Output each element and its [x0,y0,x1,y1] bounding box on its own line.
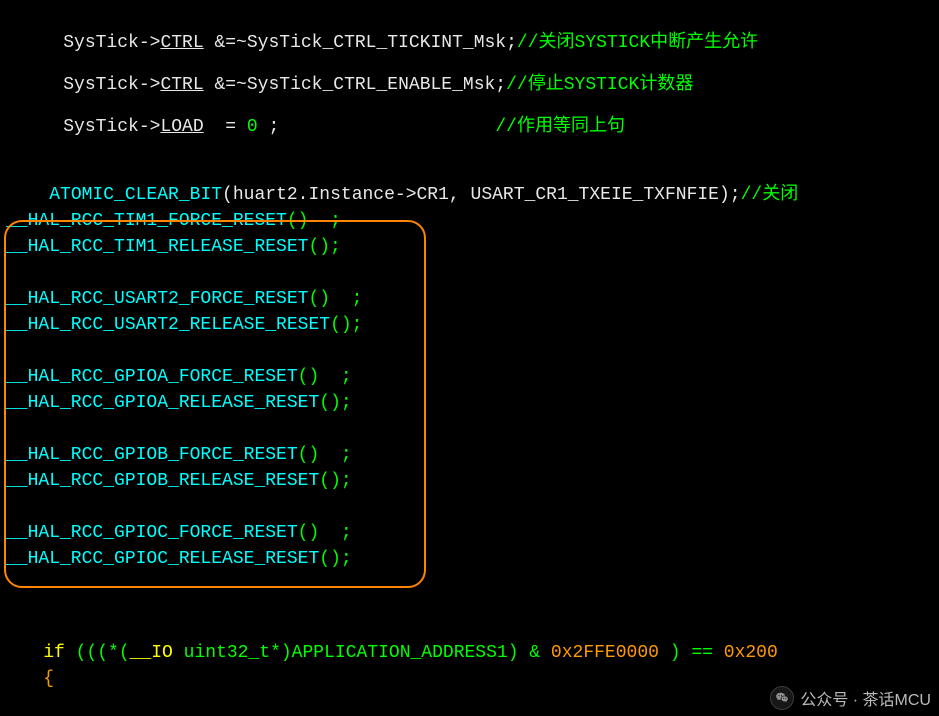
literal-hex: 0x2FFE0000 [551,643,659,663]
comment-text: //作用等同上句 [495,117,625,137]
arg: USART_CR1_TXEIE_TXFNFIE [471,185,719,205]
code-line: SysTick->CTRL &=~SysTick_CTRL_TICKINT_Ms… [0,4,939,30]
blank-line [0,572,939,598]
blank-line [0,260,939,286]
code-line: __HAL_RCC_TIM1_FORCE_RESET() ; [0,208,939,234]
macro-call: __HAL_RCC_GPIOA_RELEASE_RESET [6,393,319,413]
comment-text: //停止SYSTICK计数器 [506,75,693,95]
code-line: __HAL_RCC_GPIOA_FORCE_RESET() ; [0,364,939,390]
member-ctrl: CTRL [160,75,203,95]
paren-group: (((*( [65,643,130,663]
macro-call: __HAL_RCC_TIM1_FORCE_RESET [6,211,287,231]
code-line: __HAL_RCC_GPIOC_FORCE_RESET() ; [0,520,939,546]
call-suffix: () ; [287,211,341,231]
brace-open: { [43,669,54,689]
call-suffix: () ; [308,289,362,309]
code-line: __HAL_RCC_USART2_RELEASE_RESET(); [0,312,939,338]
keyword-if: if [43,643,65,663]
code-text: &=~SysTick_CTRL_ENABLE_Msk; [204,75,506,95]
code-text: SysTick-> [63,33,160,53]
semi: ; [730,185,741,205]
code-line: ATOMIC_CLEAR_BIT(huart2.Instance->CR1, U… [0,156,939,182]
code-text: SysTick-> [63,75,160,95]
call-suffix: (); [308,237,340,257]
pad [279,117,495,137]
macro-call: ATOMIC_CLEAR_BIT [49,185,222,205]
code-line: __HAL_RCC_TIM1_RELEASE_RESET(); [0,234,939,260]
macro-call: __HAL_RCC_GPIOB_FORCE_RESET [6,445,298,465]
macro-call: __HAL_RCC_GPIOA_FORCE_RESET [6,367,298,387]
macro-call: __HAL_RCC_TIM1_RELEASE_RESET [6,237,308,257]
literal-hex: 0x200 [724,643,778,663]
call-suffix: () ; [298,367,352,387]
code-text: &=~SysTick_CTRL_TICKINT_Msk; [204,33,517,53]
call-suffix: (); [319,393,351,413]
macro-call: __HAL_RCC_USART2_RELEASE_RESET [6,315,330,335]
watermark: 公众号 · 茶话MCU [770,686,931,710]
call-suffix: () ; [298,523,352,543]
code-line: __HAL_RCC_GPIOA_RELEASE_RESET(); [0,390,939,416]
arg: huart2 [233,185,298,205]
literal-zero: 0 [247,117,258,137]
blank-line [0,598,939,614]
code-line: __HAL_RCC_GPIOB_FORCE_RESET() ; [0,442,939,468]
call-suffix: () ; [298,445,352,465]
expr: ) == [659,643,724,663]
blank-line [0,140,939,156]
member-load: LOAD [160,117,203,137]
call-suffix: (); [319,471,351,491]
blank-line [0,338,939,364]
blank-line [0,416,939,442]
code-text: = [204,117,247,137]
blank-line [0,494,939,520]
macro-call: __HAL_RCC_GPIOB_RELEASE_RESET [6,471,319,491]
keyword-io: __IO [130,643,173,663]
macro-call: __HAL_RCC_USART2_FORCE_RESET [6,289,308,309]
watermark-label: 公众号 · 茶话MCU [800,686,931,710]
code-editor: SysTick->CTRL &=~SysTick_CTRL_TICKINT_Ms… [0,0,939,666]
code-line: __HAL_RCC_USART2_FORCE_RESET() ; [0,286,939,312]
comma: , [449,185,471,205]
code-line: __HAL_RCC_GPIOB_RELEASE_RESET(); [0,468,939,494]
arg: Instance->CR1 [308,185,448,205]
code-text: SysTick-> [63,117,160,137]
expr: uint32_t*)APPLICATION_ADDRESS1) & [173,643,551,663]
call-suffix: (); [330,315,362,335]
paren: ( [222,185,233,205]
member-ctrl: CTRL [160,33,203,53]
dot: . [298,185,309,205]
code-text: ; [258,117,280,137]
comment-text: //关闭SYSTICK中断产生允许 [517,33,758,53]
call-suffix: (); [319,549,351,569]
paren: ) [719,185,730,205]
code-line: __HAL_RCC_GPIOC_RELEASE_RESET(); [0,546,939,572]
wechat-icon [770,686,794,710]
macro-call: __HAL_RCC_GPIOC_RELEASE_RESET [6,549,319,569]
comment-text: //关闭 [741,185,799,205]
macro-call: __HAL_RCC_GPIOC_FORCE_RESET [6,523,298,543]
code-line: if (((*(__IO uint32_t*)APPLICATION_ADDRE… [0,614,939,640]
